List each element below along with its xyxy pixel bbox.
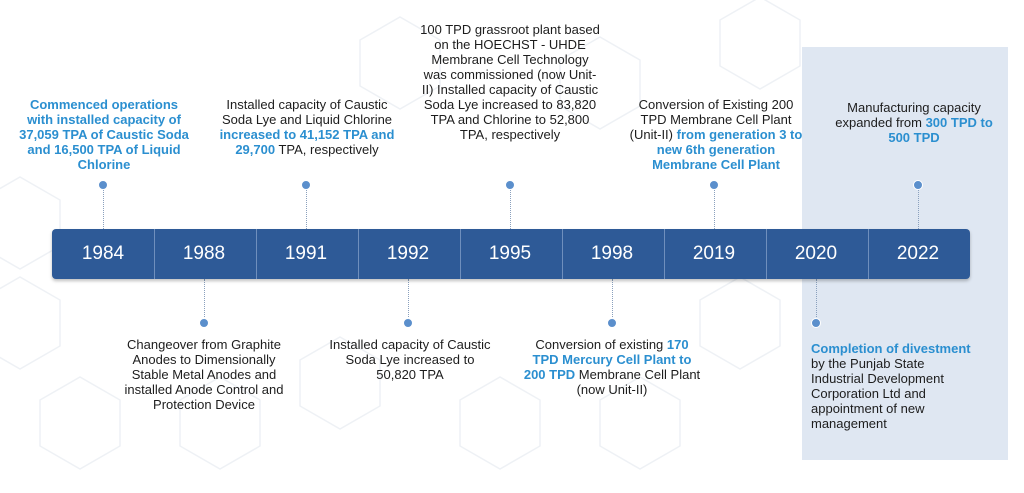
event-1984-dot	[98, 180, 108, 190]
event-1998-note: Conversion of existing 170 TPD Mercury C…	[521, 337, 703, 397]
event-1992-connector	[408, 279, 409, 319]
event-2020-note: Completion of divestment by the Punjab S…	[811, 341, 971, 431]
event-1991-dot	[301, 180, 311, 190]
event-2019-note: Conversion of Existing 200 TPD Membrane …	[626, 97, 806, 172]
event-1991-connector	[306, 190, 307, 229]
event-1991-highlight: increased to 41,152 TPA and 29,700	[219, 127, 395, 157]
year-divider	[460, 229, 461, 279]
event-1984-text: Commenced operations with installed capa…	[19, 97, 189, 172]
event-1995-note: 100 TPD grassroot plant based on the HOE…	[420, 22, 600, 142]
event-1998-text-a: Conversion of existing	[535, 337, 667, 352]
event-1988-note: Changeover from Graphite Anodes to Dimen…	[114, 337, 294, 412]
event-2020-dot	[811, 318, 821, 328]
year-divider	[562, 229, 563, 279]
event-1992-note: Installed capacity of Caustic Soda Lye i…	[325, 337, 495, 382]
year-2022: 2022	[896, 243, 940, 264]
year-1998: 1998	[590, 243, 634, 264]
event-1984-connector	[103, 190, 104, 229]
timeline-bar: 1984 1988 1991 1992 1995 1998 2019 2020 …	[52, 229, 970, 279]
event-2019-connector	[714, 190, 715, 229]
event-1995-dot	[505, 180, 515, 190]
year-1988: 1988	[182, 243, 226, 264]
event-2022-dot	[913, 180, 923, 190]
event-1988-dot	[199, 318, 209, 328]
event-2019-highlight: from generation 3 to new 6th generation …	[652, 127, 803, 172]
event-2022-connector	[918, 190, 919, 229]
event-1995-connector	[510, 190, 511, 229]
year-divider	[154, 229, 155, 279]
event-2022-highlight: 300 TPD to 500 TPD	[888, 115, 993, 145]
event-1998-connector	[612, 279, 613, 319]
event-2020-text: by the Punjab State Industrial Developme…	[811, 356, 944, 431]
event-2019-text: Conversion of Existing 200 TPD Membrane …	[629, 97, 794, 142]
event-2022-text: Manufacturing capacity expanded from	[835, 100, 981, 130]
event-1992-dot	[403, 318, 413, 328]
year-1992: 1992	[386, 243, 430, 264]
year-2019: 2019	[692, 243, 736, 264]
event-1998-dot	[607, 318, 617, 328]
event-1991-text-b: TPA, respectively	[275, 142, 379, 157]
year-divider	[664, 229, 665, 279]
year-divider	[256, 229, 257, 279]
event-2020-highlight: Completion of divestment	[811, 341, 971, 356]
event-1998-text-b: Membrane Cell Plant (now Unit-II)	[575, 367, 701, 397]
event-1991-text-a: Installed capacity of Caustic Soda Lye a…	[221, 97, 393, 127]
year-1984: 1984	[81, 243, 125, 264]
event-1992-text: Installed capacity of Caustic Soda Lye i…	[329, 337, 491, 382]
year-divider	[868, 229, 869, 279]
year-divider	[766, 229, 767, 279]
event-2019-dot	[709, 180, 719, 190]
event-1984-note: Commenced operations with installed capa…	[18, 97, 190, 172]
year-1995: 1995	[488, 243, 532, 264]
year-1991: 1991	[284, 243, 328, 264]
year-2020: 2020	[794, 243, 838, 264]
event-1988-text: Changeover from Graphite Anodes to Dimen…	[124, 337, 284, 412]
event-2022-note: Manufacturing capacity expanded from 300…	[832, 100, 996, 145]
event-2020-connector	[816, 279, 817, 319]
event-1991-note: Installed capacity of Caustic Soda Lye a…	[218, 97, 396, 157]
year-divider	[358, 229, 359, 279]
event-1998-highlight: 170 TPD Mercury Cell Plant to 200 TPD	[523, 337, 692, 382]
event-1995-text: 100 TPD grassroot plant based on the HOE…	[420, 22, 600, 142]
event-1988-connector	[204, 279, 205, 319]
